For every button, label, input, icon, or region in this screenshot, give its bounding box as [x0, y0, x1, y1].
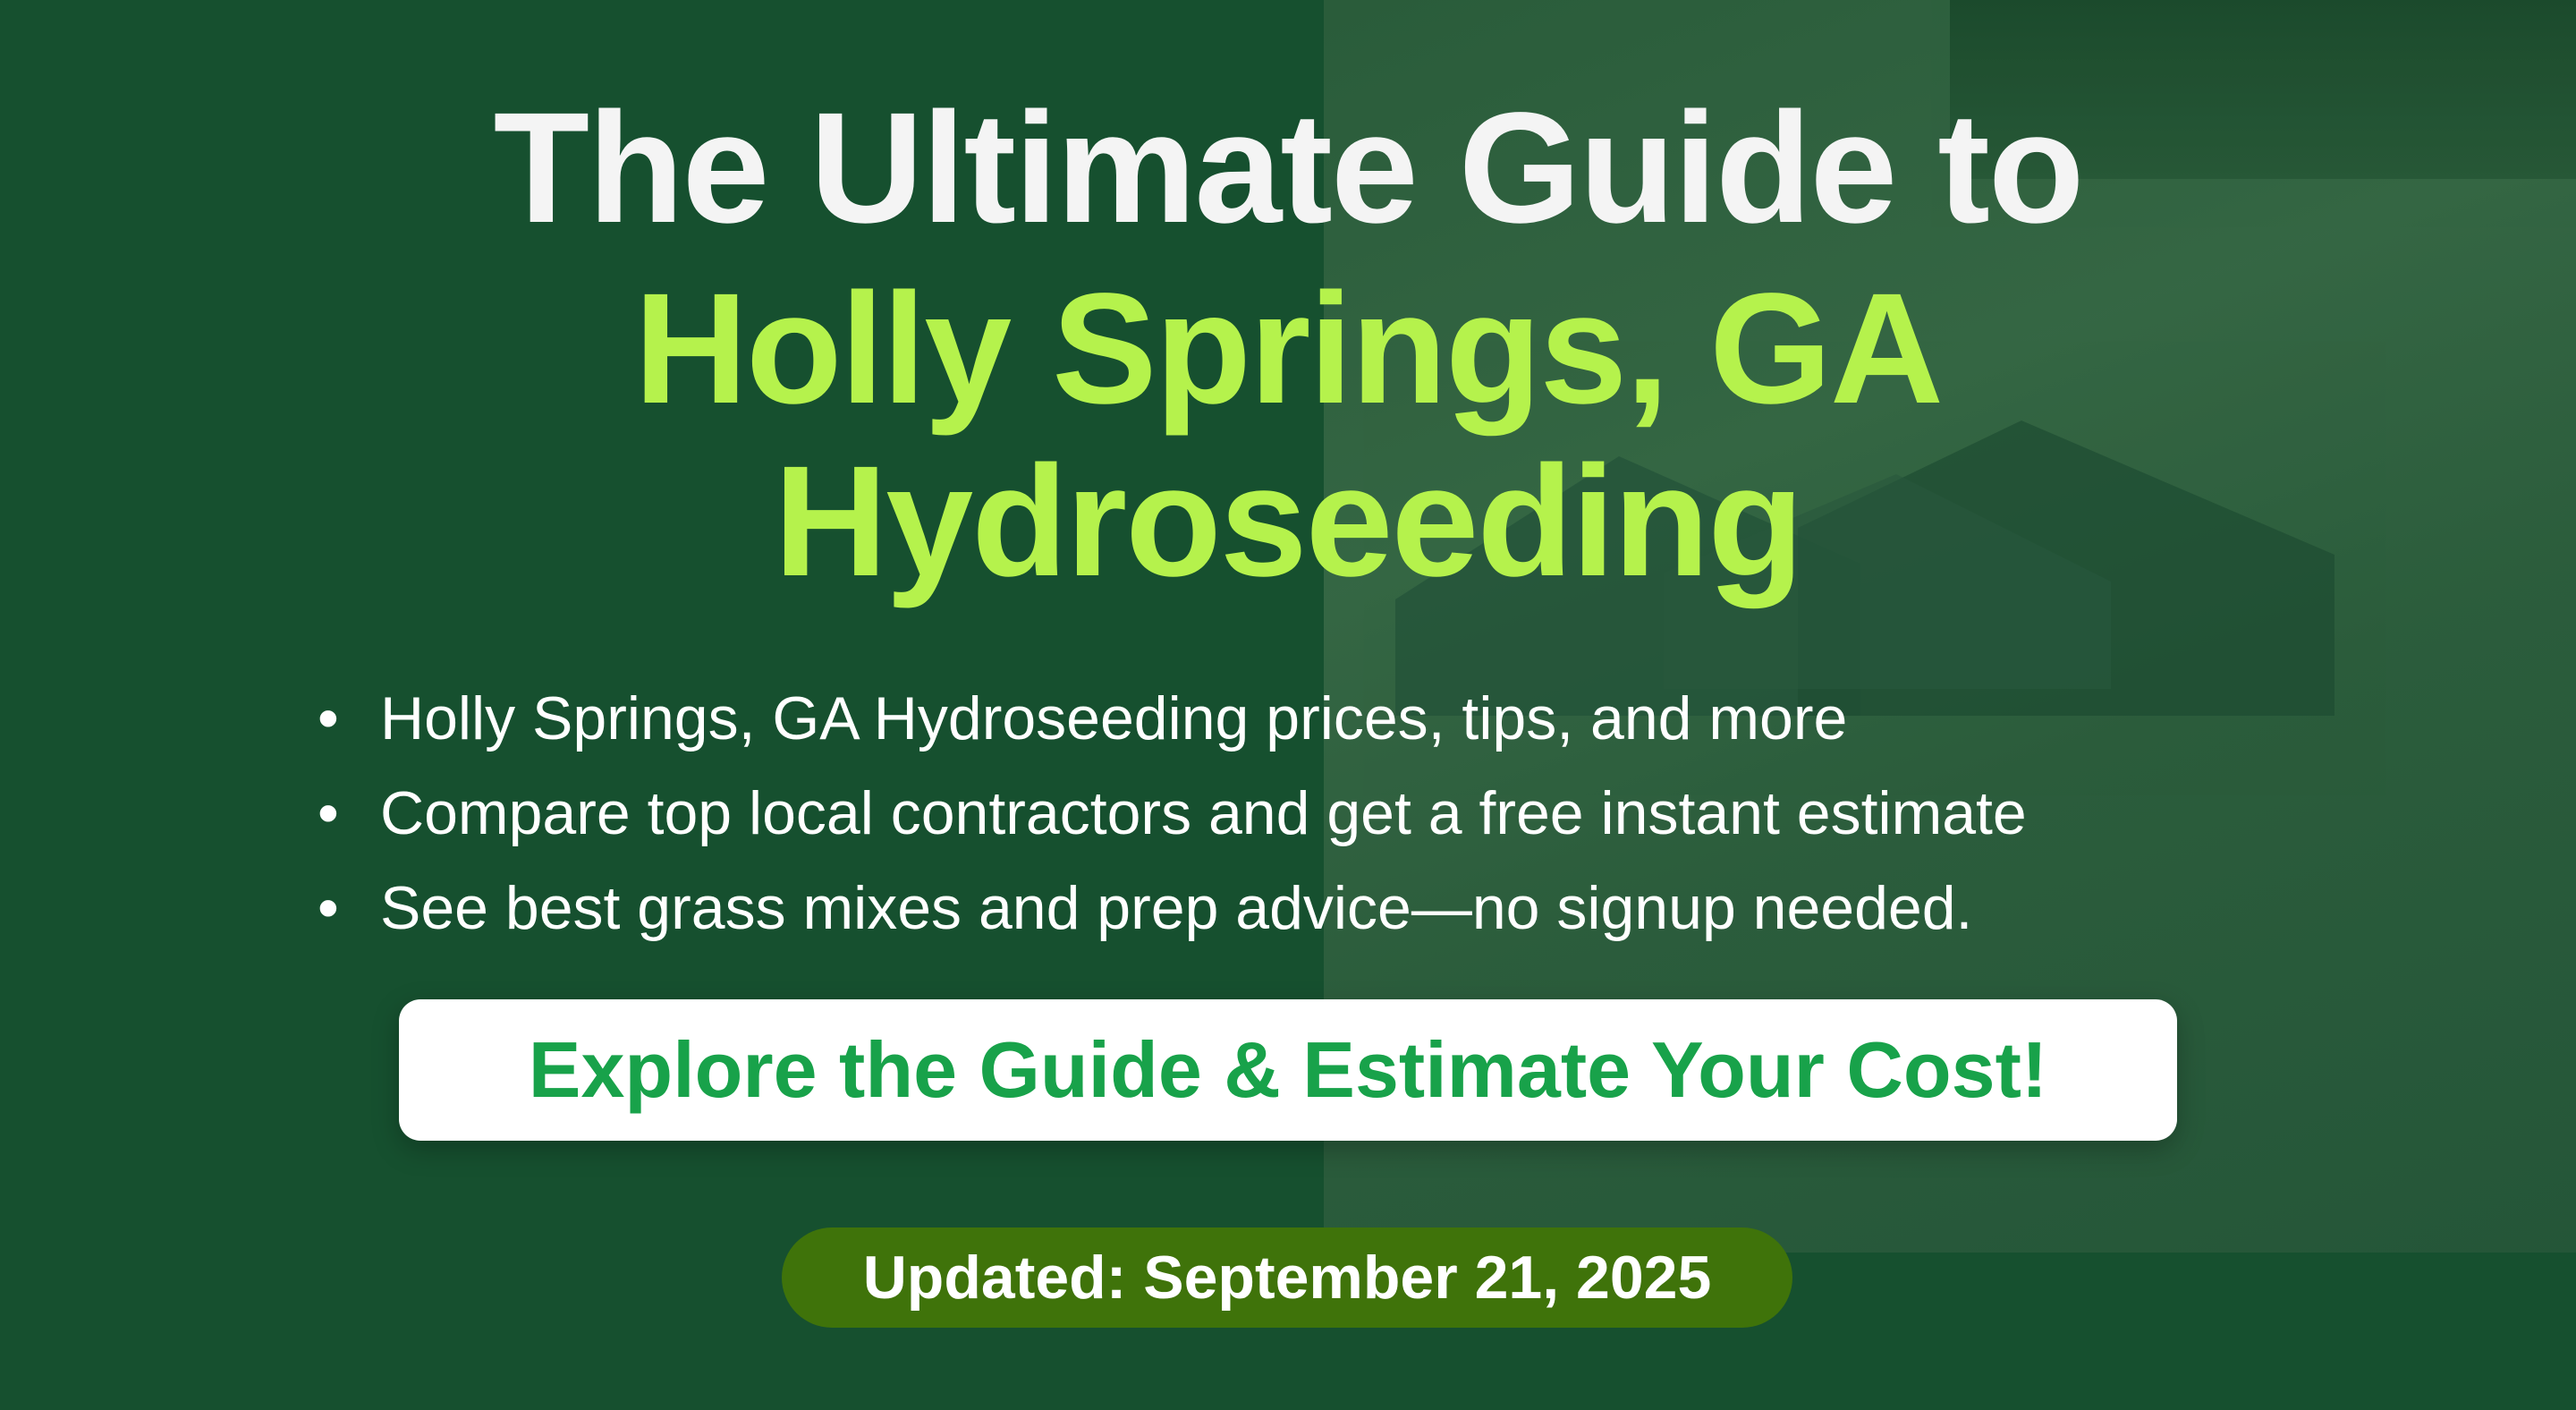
trees-image: [1950, 0, 2576, 179]
explore-guide-button[interactable]: Explore the Guide & Estimate Your Cost!: [399, 999, 2177, 1141]
headline-line-2: Holly Springs, GA: [633, 261, 1944, 437]
feature-item: Holly Springs, GA Hydroseeding prices, t…: [313, 671, 2027, 766]
headline-line-1: The Ultimate Guide to: [493, 81, 2085, 256]
headline-line-3: Hydroseeding: [774, 434, 1804, 609]
updated-date-badge: Updated: September 21, 2025: [782, 1227, 1792, 1328]
feature-list: Holly Springs, GA Hydroseeding prices, t…: [313, 671, 2027, 956]
feature-item: Compare top local contractors and get a …: [313, 766, 2027, 861]
house-image: [1395, 420, 2334, 716]
feature-item: See best grass mixes and prep advice—no …: [313, 861, 2027, 956]
